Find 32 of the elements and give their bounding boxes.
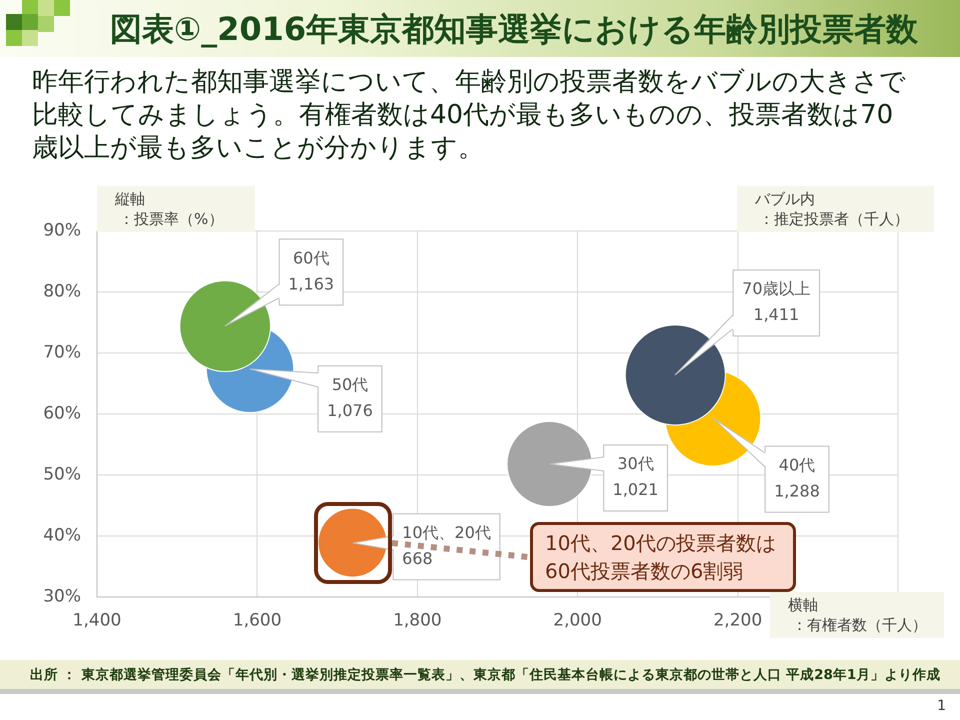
y-tick-label: 40%	[43, 525, 81, 546]
text: 1	[937, 698, 946, 714]
text: 出所 ： 東京都選挙管理委員会「年代別・選挙別推定投票率一覧表」、東京都「住民基本台帳による東京都の世帯と人口 平成28年1月」より作成	[30, 666, 940, 684]
y-tick-label: 30%	[43, 586, 81, 606]
y-tick-label: 50%	[43, 464, 81, 484]
data-label: 1,163	[288, 274, 334, 294]
y-tick-label: 90%	[43, 220, 81, 240]
chart-title: 図表①_2016年東京都知事選挙における年齢別投票者数	[110, 9, 918, 50]
text: バブル内：推定投票者（千人）	[755, 189, 910, 229]
series-label: 40代	[778, 455, 816, 474]
chart-subtitle: 昨年行われた都知事選挙について、年齢別の投票者数をバブルの大きさで比較してみましょう。有権者数は40代が最も多いものの、投票者数は70歳以上が最も多いことが分かります。	[32, 66, 907, 165]
data-label: 1,411	[753, 305, 800, 324]
text: 50代	[332, 375, 368, 394]
data-label: 1,288	[774, 481, 820, 500]
text: 60代	[292, 248, 330, 268]
annotation: 10代、20代の投票者数は60代投票者数の6割弱	[530, 522, 796, 592]
x-tick-label: 1,800	[393, 610, 442, 631]
text: 70歳以上	[742, 279, 810, 298]
y-tick-label: 70%	[43, 342, 81, 362]
data-label: 668	[402, 548, 433, 568]
x-tick-label: 1,600	[232, 610, 282, 631]
x-tick-label: 1,400	[72, 610, 122, 631]
series-label: 30代	[617, 454, 654, 474]
x-axis-title: 横軸：有権者数（千人）	[788, 595, 928, 635]
x-tick-label: 2,200	[713, 610, 762, 631]
data-label: 1,021	[612, 480, 658, 500]
series-label: 10代、20代	[402, 522, 491, 542]
y-tick-label: 60%	[43, 403, 81, 424]
y-axis-title: 縦軸：投票率（%）	[115, 189, 224, 229]
data-label: 1,076	[327, 401, 373, 420]
x-tick-label: 2,000	[553, 610, 602, 631]
y-tick-label: 80%	[43, 281, 81, 302]
